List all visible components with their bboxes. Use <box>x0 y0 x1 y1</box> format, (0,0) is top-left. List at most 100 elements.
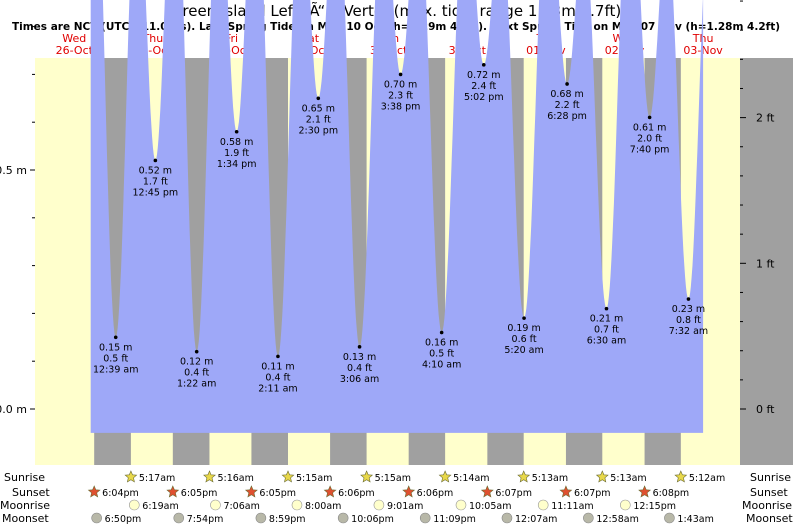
sunset-icon <box>480 485 494 498</box>
low-tide-point <box>647 115 652 120</box>
plot-area <box>35 0 793 465</box>
low-tide-time: 3:38 pm <box>381 101 421 112</box>
low-tide-point <box>153 158 158 163</box>
moonrise-icon <box>455 499 467 511</box>
row-label-moonrise-left: Moonrise <box>0 499 50 512</box>
low-tide-ft: 2.0 ft <box>637 133 662 144</box>
sunrise-icon <box>674 470 688 483</box>
low-tide-time: 5:02 pm <box>464 92 504 103</box>
moonset-time: 11:09pm <box>433 514 476 525</box>
low-tide-point <box>439 330 444 335</box>
row-label-sunrise-left: Sunrise <box>4 471 45 484</box>
day-name: Wed <box>62 32 86 45</box>
moonset-icon <box>664 512 675 524</box>
moonset-icon <box>419 512 431 524</box>
sunset-time: 6:05pm <box>259 488 296 499</box>
sunrise-time: 5:13am <box>610 473 646 484</box>
moonset-icon <box>583 512 594 524</box>
right-axis-strip <box>740 58 793 465</box>
row-label-moonset-left: Moonset <box>2 512 49 525</box>
daylight-band <box>35 58 95 465</box>
moonrise-time: 7:06am <box>223 501 259 512</box>
low-tide-ft: 0.4 ft <box>265 372 290 383</box>
moonrise-icon <box>291 499 303 511</box>
moonset-time: 10:06pm <box>351 514 394 525</box>
row-label-moonrise-right: Moonrise <box>742 499 792 512</box>
low-tide-m: 0.11 m <box>261 361 294 372</box>
low-tide-m: 0.19 m <box>507 323 540 334</box>
moonset-time: 12:07am <box>515 514 557 525</box>
sunrise-time: 5:14am <box>453 473 489 484</box>
sunrise-icon <box>595 470 609 483</box>
low-tide-ft: 0.6 ft <box>512 334 537 345</box>
sunset-icon <box>87 485 101 498</box>
low-tide-ft: 0.4 ft <box>184 368 209 379</box>
sunset-time: 6:06pm <box>338 488 375 499</box>
low-tide-m: 0.23 m <box>672 304 705 315</box>
moonrise-time: 6:19am <box>142 501 178 512</box>
y-tick-label-ft: 1 ft <box>756 257 775 270</box>
moonset-icon <box>337 512 349 524</box>
row-label-sunrise-right: Sunrise <box>750 471 791 484</box>
sunset-time: 6:06pm <box>417 488 454 499</box>
sunrise-icon <box>517 470 531 483</box>
low-tide-time: 3:06 am <box>340 374 379 385</box>
moonset-time: 1:43am <box>677 514 713 525</box>
sunrise-time: 5:12am <box>689 473 725 484</box>
moonrise-icon <box>537 499 549 511</box>
day-date: 03-Nov <box>683 44 723 57</box>
sunrise-icon <box>124 470 138 483</box>
sunset-time: 6:08pm <box>653 488 690 499</box>
moonset-icon <box>255 512 267 524</box>
low-tide-point <box>481 63 486 67</box>
row-label-moonset-right: Moonset <box>746 512 793 525</box>
low-tide-point <box>194 349 199 354</box>
moonrise-time: 11:11am <box>551 501 593 512</box>
moonrise-time: 10:05am <box>469 501 511 512</box>
y-tick-label-ft: 0 ft <box>756 403 775 416</box>
low-tide-m: 0.12 m <box>180 357 213 368</box>
sunset-time: 6:04pm <box>102 488 139 499</box>
tide-area <box>90 0 704 433</box>
low-tide-ft: 2.3 ft <box>388 90 413 101</box>
low-tide-ft: 0.5 ft <box>103 353 128 364</box>
y-tick-label-m: 0.5 m <box>0 164 27 177</box>
low-tide-time: 4:10 am <box>422 360 461 371</box>
low-tide-point <box>565 82 569 86</box>
low-tide-point <box>113 335 118 340</box>
sunset-icon <box>166 485 180 498</box>
moonset-time: 7:54pm <box>187 514 224 525</box>
moonset-time: 12:58am <box>596 514 638 525</box>
sunrise-icon <box>203 470 216 483</box>
moonrise-icon <box>210 499 221 511</box>
moonset-time: 6:50pm <box>105 514 142 525</box>
moonrise-time: 8:00am <box>305 501 341 512</box>
low-tide-ft: 1.9 ft <box>224 148 249 159</box>
sunrise-time: 5:15am <box>375 473 411 484</box>
low-tide-m: 0.68 m <box>550 89 583 100</box>
low-tide-point <box>522 316 526 320</box>
sunrise-time: 5:13am <box>532 473 568 484</box>
low-tide-m: 0.15 m <box>99 342 132 353</box>
low-tide-m: 0.70 m <box>384 79 417 90</box>
sunset-time: 6:07pm <box>574 488 611 499</box>
low-tide-point <box>604 306 609 311</box>
sunset-icon <box>244 485 258 498</box>
moonset-icon <box>91 512 102 524</box>
low-tide-time: 1:22 am <box>177 379 216 390</box>
low-tide-m: 0.16 m <box>425 338 458 349</box>
sunset-time: 6:07pm <box>495 488 532 499</box>
low-tide-point <box>316 96 321 101</box>
low-tide-m: 0.58 m <box>220 137 253 148</box>
low-tide-time: 7:40 pm <box>630 144 670 155</box>
sunrise-time: 5:16am <box>217 473 253 484</box>
sunset-time: 6:05pm <box>181 488 218 499</box>
low-tide-ft: 0.7 ft <box>594 325 619 336</box>
low-tide-m: 0.65 m <box>302 103 335 114</box>
day-date: 26-Oct <box>56 44 94 57</box>
low-tide-ft: 2.1 ft <box>306 114 331 125</box>
moonset-icon <box>501 512 513 524</box>
moonrise-icon <box>373 499 385 511</box>
low-tide-point <box>357 345 362 349</box>
sun-moon-table: Sunrise Sunset Moonrise Moonset Sunrise … <box>0 470 793 525</box>
